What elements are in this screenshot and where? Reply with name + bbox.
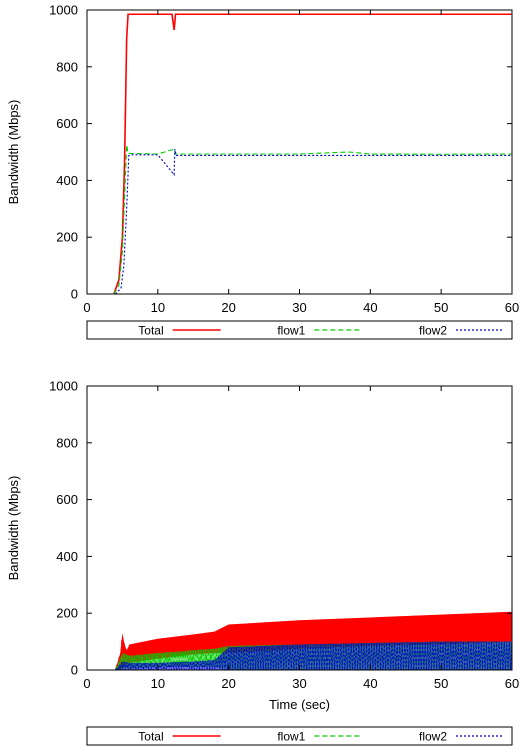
- plot-area: [113, 13, 512, 294]
- legend: Total flow1 flow2: [86, 320, 513, 340]
- legend-label-flow1: flow1: [277, 324, 305, 338]
- y-tick-label: 0: [71, 663, 78, 678]
- y-axis-label: Bandwidth (Mbps): [6, 100, 21, 205]
- plot-frame: [86, 9, 513, 295]
- y-axis-label: Bandwidth (Mbps): [6, 476, 21, 581]
- x-tick-label: 20: [221, 300, 235, 315]
- x-tick-label: 0: [83, 300, 90, 315]
- series-total-line: [113, 13, 512, 294]
- y-tick-label: 0: [71, 287, 78, 302]
- y-tick-label: 600: [56, 492, 78, 507]
- legend-label-total: Total: [138, 730, 163, 744]
- y-tick-label: 400: [56, 173, 78, 188]
- legend-label-flow1: flow1: [277, 730, 305, 744]
- legend-label-total: Total: [138, 324, 163, 338]
- legend: Total flow1 flow2: [86, 726, 513, 746]
- x-axis-label: Time (sec): [269, 697, 330, 712]
- x-tick-label: 0: [83, 676, 90, 691]
- x-tick-label: 20: [221, 676, 235, 691]
- series-flow2-line: [114, 149, 512, 294]
- x-tick-label: 30: [292, 676, 306, 691]
- legend-box: [86, 320, 513, 340]
- legend-box: [86, 726, 513, 746]
- y-tick-label: 1000: [49, 3, 78, 18]
- x-tick-label: 10: [151, 676, 165, 691]
- y-tick-label: 800: [56, 59, 78, 74]
- x-tick-label: 30: [292, 300, 306, 315]
- y-tick-label: 400: [56, 549, 78, 564]
- legend-label-flow2: flow2: [419, 730, 447, 744]
- y-tick-label: 800: [56, 435, 78, 450]
- y-tick-label: 200: [56, 230, 78, 245]
- y-tick-label: 1000: [49, 379, 78, 394]
- x-tick-label: 60: [505, 300, 519, 315]
- y-tick-label: 200: [56, 606, 78, 621]
- x-tick-label: 50: [434, 300, 448, 315]
- series-flow1-line: [113, 144, 512, 294]
- y-tick-label: 600: [56, 116, 78, 131]
- x-tick-label: 40: [363, 300, 377, 315]
- legend-label-flow2: flow2: [419, 324, 447, 338]
- series-flow2-trace: [114, 641, 512, 670]
- x-tick-label: 50: [434, 676, 448, 691]
- x-tick-label: 60: [505, 676, 519, 691]
- x-tick-label: 40: [363, 676, 377, 691]
- plot-area: [114, 611, 512, 670]
- x-tick-label: 10: [151, 300, 165, 315]
